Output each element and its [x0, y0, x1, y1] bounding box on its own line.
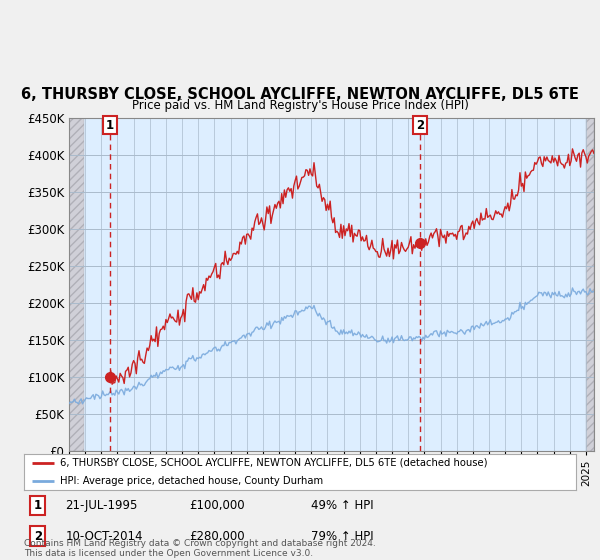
Text: 1: 1 — [34, 499, 42, 512]
Text: £100,000: £100,000 — [190, 499, 245, 512]
Text: 2: 2 — [34, 530, 42, 543]
Text: 2: 2 — [416, 119, 424, 132]
Text: 6, THURSBY CLOSE, SCHOOL AYCLIFFE, NEWTON AYCLIFFE, DL5 6TE (detached house): 6, THURSBY CLOSE, SCHOOL AYCLIFFE, NEWTO… — [60, 458, 487, 468]
Text: Price paid vs. HM Land Registry's House Price Index (HPI): Price paid vs. HM Land Registry's House … — [131, 99, 469, 112]
Text: 1: 1 — [106, 119, 114, 132]
Text: HPI: Average price, detached house, County Durham: HPI: Average price, detached house, Coun… — [60, 476, 323, 486]
Text: 79% ↑ HPI: 79% ↑ HPI — [311, 530, 374, 543]
Text: £280,000: £280,000 — [190, 530, 245, 543]
Text: 49% ↑ HPI: 49% ↑ HPI — [311, 499, 374, 512]
Text: 21-JUL-1995: 21-JUL-1995 — [65, 499, 138, 512]
Text: Contains HM Land Registry data © Crown copyright and database right 2024.
This d: Contains HM Land Registry data © Crown c… — [24, 539, 376, 558]
Text: 10-OCT-2014: 10-OCT-2014 — [65, 530, 143, 543]
Text: 6, THURSBY CLOSE, SCHOOL AYCLIFFE, NEWTON AYCLIFFE, DL5 6TE: 6, THURSBY CLOSE, SCHOOL AYCLIFFE, NEWTO… — [21, 87, 579, 102]
